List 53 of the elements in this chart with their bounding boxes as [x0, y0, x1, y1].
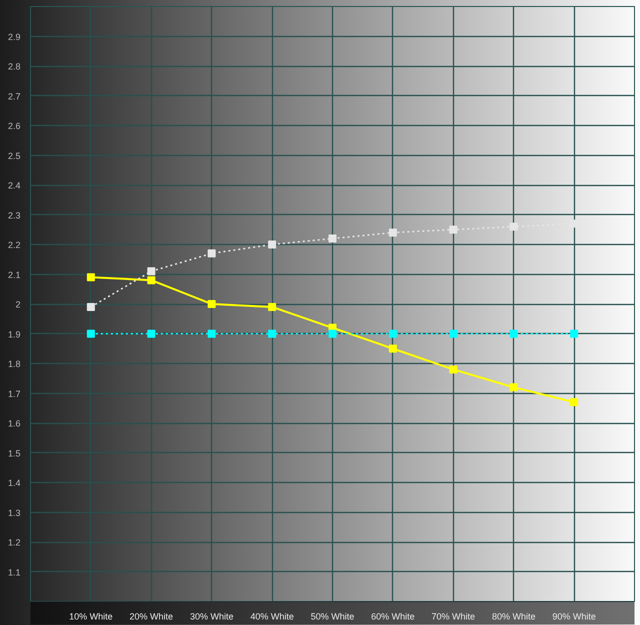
x-tick-label: 50% White — [310, 612, 354, 622]
point — [208, 300, 216, 308]
point — [147, 267, 156, 276]
x-tick-label: 60% White — [371, 612, 415, 622]
point — [328, 234, 336, 243]
y-tick-label: 1.6 — [8, 418, 21, 428]
x-tick-label: 30% White — [190, 612, 234, 622]
y-tick-label: 1.1 — [8, 567, 21, 578]
y-tick-label: 1.7 — [8, 388, 21, 399]
point — [388, 330, 397, 338]
x-tick-label: 10% White — [69, 612, 113, 622]
y-tick-label: 2.7 — [8, 91, 21, 102]
point — [208, 330, 216, 338]
point — [268, 330, 276, 338]
x-tick-label: 80% White — [492, 612, 536, 622]
point — [147, 276, 156, 284]
x-tick-label: 40% White — [250, 612, 294, 622]
y-tick-label: 2.8 — [8, 62, 21, 72]
x-tick-label: 70% White — [432, 612, 476, 622]
point — [388, 228, 397, 237]
y-tick-label: 1.5 — [8, 448, 21, 458]
y-tick-label: 1.9 — [8, 329, 21, 340]
y-tick-label: 1.4 — [8, 478, 21, 488]
x-tick-label: 90% White — [552, 612, 596, 622]
point — [388, 344, 397, 353]
y-tick-label: 1.8 — [8, 359, 21, 369]
point — [449, 330, 458, 338]
point — [570, 398, 578, 406]
point — [86, 273, 95, 282]
y-tick-label: 2.2 — [8, 240, 21, 250]
point — [208, 249, 216, 258]
y-tick-label: 2 — [15, 300, 21, 310]
y-tick-label: 1.3 — [8, 508, 21, 518]
x-tick-label: 20% White — [130, 612, 174, 622]
y-tick-label: 2.5 — [8, 150, 21, 161]
point — [268, 302, 276, 311]
point — [328, 330, 336, 338]
y-tick-label: 1.2 — [8, 538, 21, 548]
point — [147, 330, 156, 338]
y-tick-label: 2.1 — [8, 270, 21, 280]
y-tick-label: 2.3 — [8, 210, 21, 220]
point — [510, 222, 518, 231]
point — [449, 365, 458, 374]
y-tick-label: 2.6 — [8, 121, 21, 131]
y-tick-label: 2.9 — [8, 32, 21, 42]
point — [86, 302, 95, 311]
point — [86, 330, 95, 338]
point — [510, 330, 518, 338]
point — [449, 226, 458, 234]
y-tick-label: 2.4 — [8, 180, 21, 190]
point — [570, 330, 578, 338]
point — [268, 240, 276, 248]
point — [510, 383, 518, 392]
